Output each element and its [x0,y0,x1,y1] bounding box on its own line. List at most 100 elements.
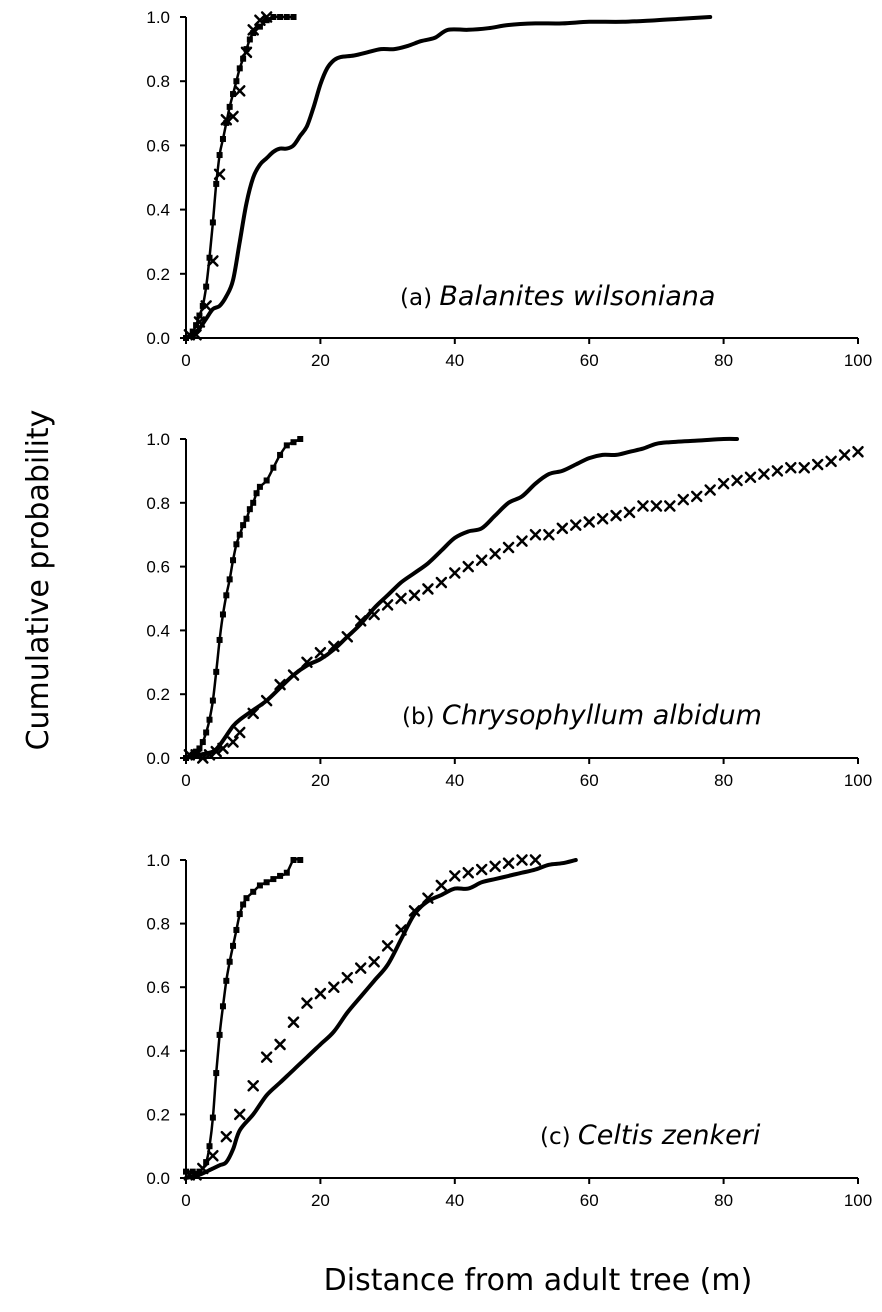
x-marker [328,981,340,993]
square-marker [297,436,304,442]
square-marker [270,14,277,20]
square-marker [246,506,253,513]
x-tick-label: 20 [311,1191,330,1210]
square-marker [226,576,233,583]
square-marker [277,14,284,20]
series-line-solid [184,15,713,340]
x-marker [200,300,212,312]
square-marker [263,17,270,24]
square-marker [256,483,263,490]
square-marker [246,36,253,43]
panel-label-species: Balanites wilsoniana [439,281,715,312]
square-marker [203,729,210,736]
square-marker [240,901,247,908]
x-marker [207,1149,219,1162]
x-marker [811,458,824,471]
y-tick-label: 0.4 [146,621,170,640]
x-marker [610,509,622,522]
x-marker [408,905,421,917]
x-marker [247,24,259,36]
x-marker [462,560,474,573]
y-tick-label: 0.4 [146,201,170,220]
x-marker [247,1080,259,1092]
square-marker [277,872,284,879]
square-marker [196,312,203,319]
x-marker [220,113,233,126]
chart-panel: 0.0 0.2 0.4 0.6 0.8 1.0 0 20 40 60 80 100 (c) Celtis… [146,851,872,1210]
square-marker [263,477,270,484]
x-marker [368,956,380,968]
x-marker [190,329,202,341]
square-marker [213,1070,220,1077]
square-marker [189,751,196,758]
y-tick-label: 0.8 [146,72,170,91]
x-marker [247,707,259,720]
square-marker [196,745,203,752]
square-marker [206,716,213,723]
x-marker [341,631,354,643]
x-marker [301,997,313,1009]
x-marker [274,678,286,691]
x-marker [489,860,501,873]
x-marker [314,646,327,659]
square-marker [290,857,297,863]
x-marker [556,522,569,535]
x-marker [234,726,246,739]
x-marker [690,490,703,503]
square-marker [290,14,297,20]
x-marker [704,484,716,496]
x-marker [677,493,690,506]
square-marker [226,103,233,110]
x-marker [227,110,239,123]
y-tick-label: 0.2 [146,1105,170,1124]
x-marker [203,749,216,761]
x-marker [328,640,340,653]
square-marker [236,65,243,72]
x-marker [354,615,367,627]
x-tick-label: 0 [181,351,190,370]
x-marker [838,449,851,461]
x-marker [395,924,407,936]
chart-panel: 0.0 0.2 0.4 0.6 0.8 1.0 0 20 40 60 80 100 (a) Balani… [146,8,872,370]
x-tick-label: 80 [714,351,733,370]
square-marker [253,490,260,497]
square-marker [226,958,233,965]
x-marker [798,461,810,474]
y-tick-label: 0.4 [146,1042,170,1061]
square-marker [223,119,230,126]
square-marker [236,531,243,538]
series-line-squares [185,437,301,760]
y-tick-label: 0.6 [146,136,170,155]
x-marker [207,255,219,267]
y-tick-label: 0.8 [146,915,170,934]
x-marker [260,11,273,23]
x-tick-label: 20 [311,351,330,370]
chart-panel: 0.0 0.2 0.4 0.6 0.8 1.0 0 20 40 60 80 100 (b) Chryso… [146,430,872,790]
x-marker [502,541,515,554]
x-marker [314,987,327,1000]
chart-panels: 0.0 0.2 0.4 0.6 0.8 1.0 0 20 40 60 80 100 (a) Balani… [146,8,872,1210]
x-marker [341,971,354,984]
square-marker [283,442,290,449]
x-marker [489,548,501,560]
square-marker [243,895,250,902]
x-marker [220,1130,233,1143]
square-marker [219,1003,226,1010]
x-marker [596,513,609,525]
x-marker [435,576,448,589]
square-marker [290,439,297,446]
panel-label: (b) Chrysophyllum albidum [402,700,762,731]
square-marker [219,611,226,618]
square-marker [199,302,206,309]
x-axis-title: Distance from adult tree (m) [324,1263,753,1298]
square-marker [240,522,247,529]
x-marker [516,854,528,866]
square-marker [209,219,216,226]
x-marker [664,500,676,512]
x-marker [381,940,394,952]
square-marker [219,135,226,142]
x-marker [516,535,528,547]
series-line-squares [185,15,294,339]
square-marker [206,1143,213,1150]
x-marker [758,468,770,480]
